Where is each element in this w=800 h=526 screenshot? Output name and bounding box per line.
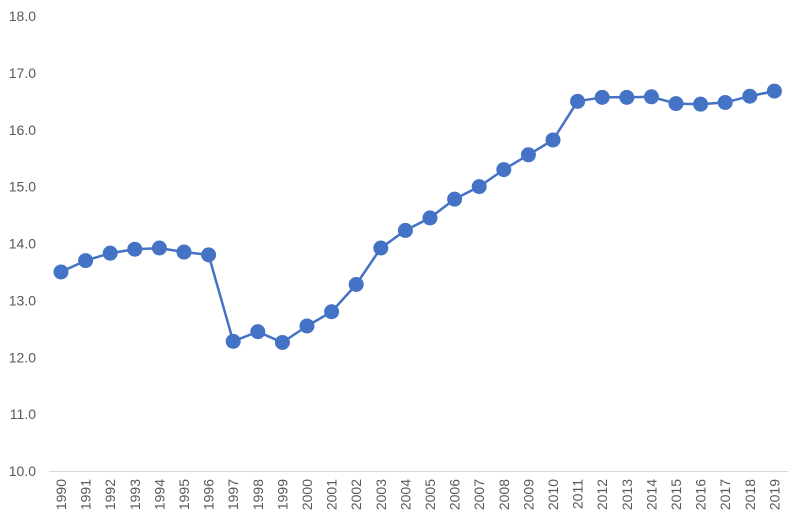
x-tick-label: 2000 [299,479,315,510]
x-tick-label: 1990 [53,479,69,510]
series-line [60,89,775,344]
x-tick-label: 1998 [250,479,266,510]
data-point [594,89,610,105]
x-tick-label: 1997 [225,479,241,510]
data-point [545,132,561,148]
y-tick-label: 10.0 [9,463,36,479]
y-tick-label: 14.0 [9,236,36,252]
x-tick-label: 2013 [619,479,635,510]
y-tick-label: 15.0 [9,179,36,195]
data-point [78,253,94,269]
data-point [496,162,512,178]
data-point [324,304,340,320]
x-tick-label: 2011 [570,479,586,509]
data-point [742,88,758,104]
x-tick-label: 2002 [348,479,364,510]
data-point [274,334,290,350]
x-tick-label: 2006 [447,479,463,510]
data-point [348,276,364,292]
x-tick-label: 2015 [668,479,684,510]
x-tick-label: 2007 [471,479,487,510]
y-tick-label: 13.0 [9,292,36,308]
x-tick-label: 2008 [496,479,512,510]
x-tick-label: 2001 [324,479,340,510]
x-tick-label: 2005 [422,479,438,510]
x-tick-label: 2019 [766,479,782,510]
x-tick-label: 1996 [201,479,217,510]
y-tick-label: 17.0 [9,65,36,81]
data-point [717,94,733,110]
data-point [53,264,69,280]
x-axis: 1990 1991 1992 1993 1994 1995 1996 1997 1998 1999… [49,471,788,510]
x-tick-label: 1999 [274,479,290,510]
data-point [225,333,241,349]
y-tick-label: 11.0 [10,406,36,422]
y-tick-label: 18.0 [9,8,36,24]
data-point [250,324,266,340]
x-tick-label: 2010 [545,479,561,510]
data-point [373,240,389,256]
x-tick-label: 2004 [397,479,413,510]
x-tick-label: 1992 [102,479,118,510]
x-tick-label: 2018 [742,479,758,510]
y-tick-label: 12.0 [9,349,36,365]
data-point [201,247,217,263]
data-point [447,191,463,207]
x-tick-label: 2012 [594,479,610,510]
data-point [397,222,413,238]
data-point [102,245,118,261]
x-tick-label: 2016 [693,479,709,510]
data-point [176,244,192,260]
x-tick-label: 2009 [520,479,536,510]
series-layer [53,83,782,350]
x-tick-label: 1995 [176,479,192,510]
data-point [643,89,659,105]
data-point [520,147,536,163]
x-tick-label: 1994 [151,479,167,510]
data-point [471,179,487,195]
x-tick-label: 1993 [127,479,143,510]
data-point [668,96,684,112]
data-point [693,96,709,112]
y-tick-label: 16.0 [9,122,36,138]
x-tick-label: 2003 [373,479,389,510]
y-axis: 10.0 11.0 12.0 13.0 14.0 15.0 16.0 17.0 18.0 [9,8,36,479]
data-point [570,93,586,109]
data-point [151,240,167,256]
x-tick-label: 2014 [643,479,659,510]
x-tick-label: 1991 [78,479,94,510]
data-point [422,210,438,226]
data-point [127,241,143,257]
data-point [619,89,635,105]
data-point [299,318,315,334]
data-point [766,83,782,99]
x-tick-label: 2017 [717,479,733,510]
